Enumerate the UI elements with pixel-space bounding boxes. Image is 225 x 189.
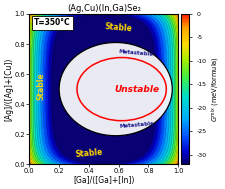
Text: Stable: Stable: [75, 148, 103, 160]
Text: Stable: Stable: [105, 22, 133, 33]
Text: Metastable: Metastable: [119, 49, 154, 57]
Text: Stable: Stable: [37, 72, 46, 100]
Text: Unstable: Unstable: [114, 85, 159, 94]
Title: (Ag,Cu)(In,Ga)Se₂: (Ag,Cu)(In,Ga)Se₂: [67, 4, 141, 13]
X-axis label: [Ga]/([Ga]+[In]): [Ga]/([Ga]+[In]): [73, 176, 135, 185]
Text: Metastable: Metastable: [119, 121, 154, 129]
Text: T=350°C: T=350°C: [34, 19, 70, 27]
Y-axis label: $G^{\rm mix}$ (meV/formula): $G^{\rm mix}$ (meV/formula): [209, 56, 222, 122]
Y-axis label: [Ag]/([Ag]+[Cu]): [Ag]/([Ag]+[Cu]): [4, 57, 13, 121]
Ellipse shape: [59, 43, 172, 136]
